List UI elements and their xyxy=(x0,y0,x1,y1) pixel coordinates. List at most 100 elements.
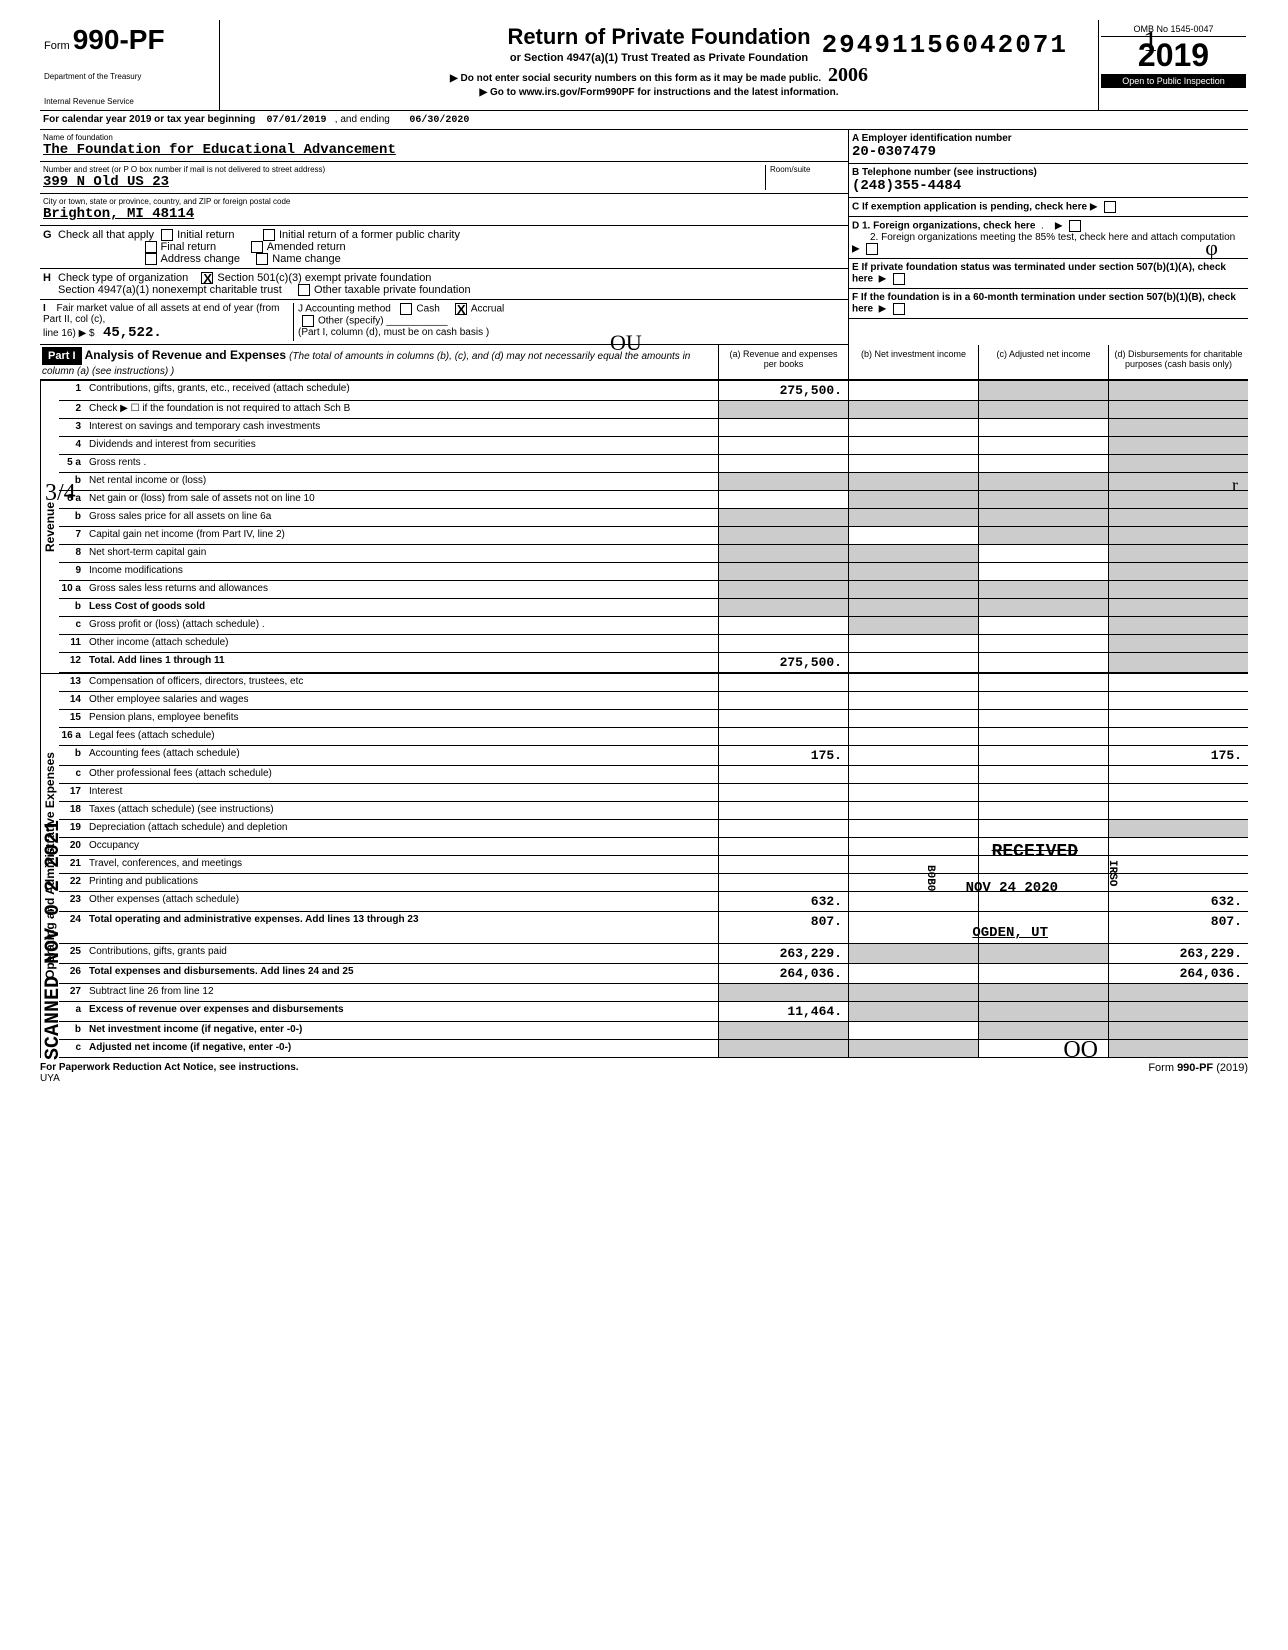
form-number: 990-PF xyxy=(73,24,165,55)
checkbox-c[interactable] xyxy=(1104,201,1116,213)
checkbox-initial[interactable] xyxy=(161,229,173,241)
checkbox-addr-change[interactable] xyxy=(145,253,157,265)
g-final: Final return xyxy=(161,241,217,253)
line-24: Total operating and administrative expen… xyxy=(87,912,718,943)
g-initial-former: Initial return of a former public charit… xyxy=(279,229,460,241)
col-a-header: (a) Revenue and expenses per books xyxy=(718,345,848,379)
line-5b: Net rental income or (loss) xyxy=(87,473,718,490)
line-14: Other employee salaries and wages xyxy=(87,692,718,709)
line-16a: Legal fees (attach schedule) xyxy=(87,728,718,745)
h-opt2: Section 4947(a)(1) nonexempt charitable … xyxy=(58,284,282,296)
line-27b: Net investment income (if negative, ente… xyxy=(87,1022,718,1039)
section-i: I Fair market value of all assets at end… xyxy=(40,300,848,345)
line-9: Income modifications xyxy=(87,563,718,580)
dept-irs: Internal Revenue Service xyxy=(44,97,215,106)
form-number-cell: Form 990-PF Department of the Treasury I… xyxy=(40,20,220,110)
calendar-year-row: For calendar year 2019 or tax year begin… xyxy=(40,111,1248,130)
line-27a: Excess of revenue over expenses and disb… xyxy=(87,1002,718,1021)
end-date: 06/30/2020 xyxy=(409,115,469,126)
part1-badge: Part I xyxy=(42,347,82,365)
open-inspection: Open to Public Inspection xyxy=(1101,74,1246,88)
letter-h: H xyxy=(43,272,51,284)
city-label: City or town, state or province, country… xyxy=(43,197,845,206)
uya: UYA xyxy=(40,1073,299,1084)
e-label: E If private foundation status was termi… xyxy=(852,262,1226,285)
cal-prefix: For calendar year 2019 or tax year begin… xyxy=(43,114,255,125)
line-17: Interest xyxy=(87,784,718,801)
checkbox-accrual[interactable] xyxy=(455,303,467,315)
e-row: E If private foundation status was termi… xyxy=(849,259,1248,289)
l16b-a: 175. xyxy=(718,746,848,765)
d1-label: D 1. Foreign organizations, check here xyxy=(852,221,1035,232)
line-4: Dividends and interest from securities xyxy=(87,437,718,454)
checkbox-amended[interactable] xyxy=(251,241,263,253)
line-1: Contributions, gifts, grants, etc., rece… xyxy=(87,381,718,400)
l25-d: 263,229. xyxy=(1108,944,1248,963)
footer-prefix: Form xyxy=(1148,1062,1177,1074)
checkbox-f[interactable] xyxy=(893,303,905,315)
phone-row: B Telephone number (see instructions) (2… xyxy=(849,164,1248,198)
g-amended: Amended return xyxy=(267,241,346,253)
checkbox-cash[interactable] xyxy=(400,303,412,315)
line-16c: Other professional fees (attach schedule… xyxy=(87,766,718,783)
f-label: F If the foundation is in a 60-month ter… xyxy=(852,292,1236,315)
year-cell: OMB No 1545-0047 2019 Open to Public Ins… xyxy=(1098,20,1248,110)
checkbox-name-change[interactable] xyxy=(256,253,268,265)
l26-d: 264,036. xyxy=(1108,964,1248,983)
letter-g: G xyxy=(43,229,52,241)
col-c-header: (c) Adjusted net income xyxy=(978,345,1108,379)
paperwork-notice: For Paperwork Reduction Act Notice, see … xyxy=(40,1062,299,1073)
handwritten-side: 3/4 xyxy=(45,480,76,507)
l23-d: 632. xyxy=(1108,892,1248,911)
section-h: H Check type of organization Section 501… xyxy=(40,269,848,300)
name-label: Name of foundation xyxy=(43,133,845,142)
line-27c: Adjusted net income (if negative, enter … xyxy=(87,1040,718,1057)
line-3: Interest on savings and temporary cash i… xyxy=(87,419,718,436)
j-label: J Accounting method xyxy=(298,304,391,315)
line-25: Contributions, gifts, grants paid xyxy=(87,944,718,963)
l12-a: 275,500. xyxy=(718,653,848,672)
checkbox-initial-former[interactable] xyxy=(263,229,275,241)
line-7: Capital gain net income (from Part IV, l… xyxy=(87,527,718,544)
checkbox-d2[interactable] xyxy=(866,243,878,255)
city-block: City or town, state or province, country… xyxy=(40,194,848,226)
foundation-name: The Foundation for Educational Advanceme… xyxy=(43,142,845,158)
checkbox-e[interactable] xyxy=(893,273,905,285)
line-26: Total expenses and disbursements. Add li… xyxy=(87,964,718,983)
l24-d: 807. xyxy=(1108,912,1248,943)
checkbox-d1[interactable] xyxy=(1069,220,1081,232)
checkbox-other[interactable] xyxy=(302,315,314,327)
line-6b: Gross sales price for all assets on line… xyxy=(87,509,718,526)
g-name-change: Name change xyxy=(272,253,341,265)
l26-a: 264,036. xyxy=(718,964,848,983)
line-8: Net short-term capital gain xyxy=(87,545,718,562)
g-initial: Initial return xyxy=(177,229,234,241)
handwritten-1: 1 xyxy=(1143,25,1158,59)
title-note1: ▶ Do not enter social security numbers o… xyxy=(224,64,1094,87)
cal-mid: , and ending xyxy=(335,114,390,125)
stamp-date: NOV 24 2020 xyxy=(966,880,1058,896)
checkbox-final[interactable] xyxy=(145,241,157,253)
part1-title: Analysis of Revenue and Expenses xyxy=(85,348,286,362)
checkbox-501c3[interactable] xyxy=(201,272,213,284)
l24-a: 807. xyxy=(718,912,848,943)
dept-treasury: Department of the Treasury xyxy=(44,72,215,81)
line-21: Travel, conferences, and meetings xyxy=(87,856,718,873)
line-11: Other income (attach schedule) xyxy=(87,635,718,652)
stamp-vert-right: IRSO xyxy=(1106,860,1118,886)
l25-a: 263,229. xyxy=(718,944,848,963)
addr-label: Number and street (or P O box number if … xyxy=(43,165,765,174)
checkbox-other-taxable[interactable] xyxy=(298,284,310,296)
footer-form: 990-PF xyxy=(1177,1062,1213,1074)
line-10b: Less Cost of goods sold xyxy=(87,599,718,616)
handwritten-ou: OU xyxy=(610,330,642,356)
col-d-header: (d) Disbursements for charitable purpose… xyxy=(1108,345,1248,379)
line-18: Taxes (attach schedule) (see instruction… xyxy=(87,802,718,819)
line-12: Total. Add lines 1 through 11 xyxy=(87,653,718,672)
g-label: Check all that apply xyxy=(58,229,154,241)
ein-value: 20-0307479 xyxy=(852,144,1245,160)
stamp-vert-left: B0B0 xyxy=(924,865,936,891)
stamp-received: RECEIVED xyxy=(992,842,1078,862)
revenue-sidebar: Revenue xyxy=(40,381,59,673)
col-b-header: (b) Net investment income xyxy=(848,345,978,379)
